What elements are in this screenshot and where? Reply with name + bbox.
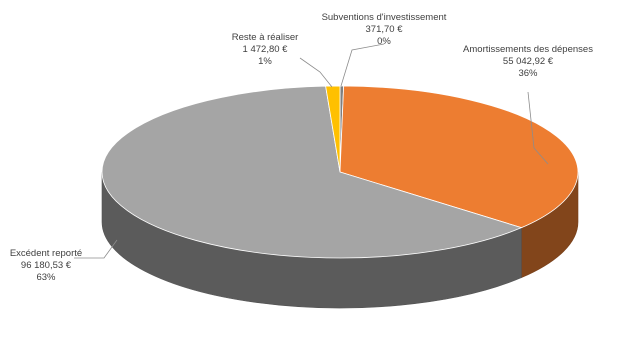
label-percent-amortissements-des-depenses: 36%: [518, 68, 538, 79]
label-name-amortissements-des-depenses: Amortissements des dépenses: [463, 44, 593, 55]
pie-slice-reste-a-realiser: [325, 85, 341, 173]
label-name-excedent-reporte: Excédent reporté: [10, 248, 82, 259]
label-name-reste-a-realiser: Reste à réaliser: [232, 32, 299, 43]
leader-line-excedent-reporte: [74, 239, 118, 259]
leader-line-subventions-d-investissement: [340, 43, 385, 87]
label-value-amortissements-des-depenses: 55 042,92 €: [503, 56, 554, 67]
label-value-excedent-reporte: 96 180,53 €: [21, 260, 72, 271]
label-percent-excedent-reporte: 63%: [36, 272, 56, 283]
label-percent-reste-a-realiser: 1%: [258, 56, 272, 67]
pie-slice-excedent-reporte: [101, 85, 523, 259]
pie-top: [101, 85, 579, 259]
pie-slice-amortissements-des-depenses: [339, 85, 579, 229]
leader-line-reste-a-realiser: [299, 57, 333, 88]
label-value-subventions-d-investissement: 371,70 €: [366, 24, 404, 35]
label-percent-subventions-d-investissement: 0%: [377, 36, 391, 47]
label-name-subventions-d-investissement: Subventions d'investissement: [322, 12, 447, 23]
leader-line-amortissements-des-depenses: [527, 91, 549, 165]
label-value-reste-a-realiser: 1 472,80 €: [243, 44, 289, 55]
leader-lines: [74, 43, 549, 259]
